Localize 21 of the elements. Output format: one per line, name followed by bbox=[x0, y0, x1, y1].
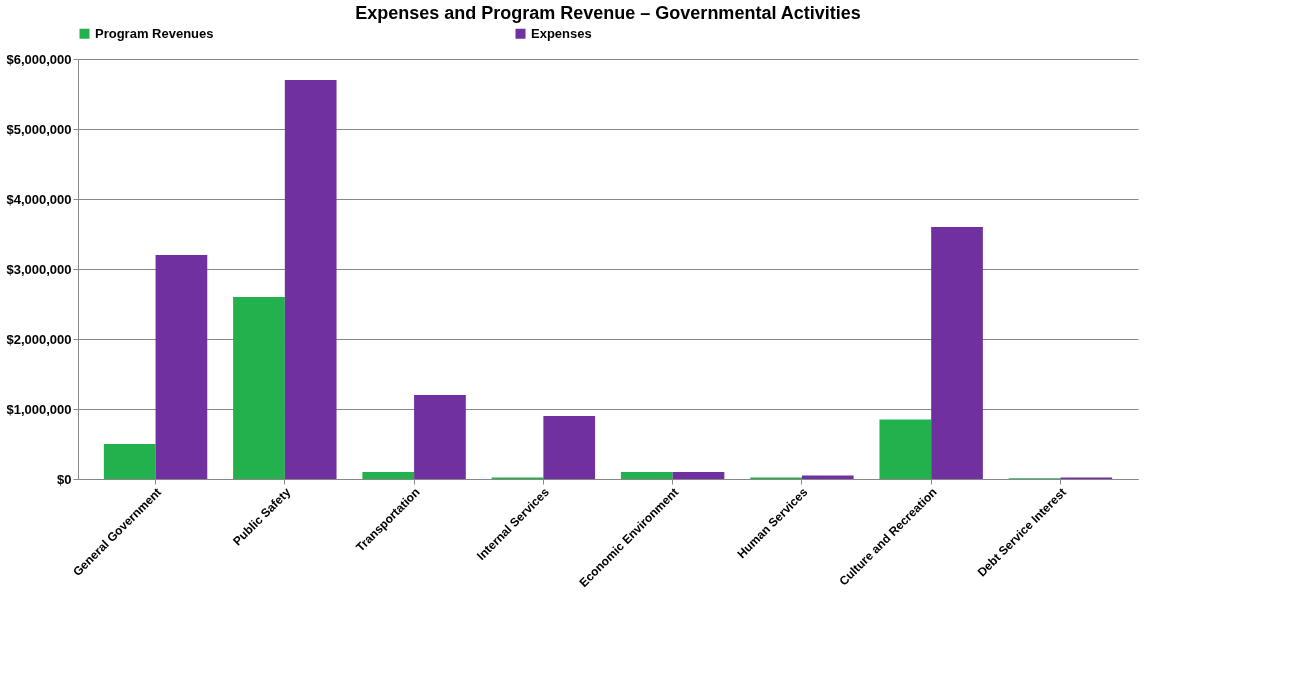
legend-label: Expenses bbox=[531, 25, 592, 41]
y-tick-label: $0 bbox=[57, 471, 72, 487]
y-tick-label: $5,000,000 bbox=[6, 121, 72, 137]
bar bbox=[284, 80, 337, 479]
bar bbox=[233, 297, 285, 479]
bar bbox=[879, 419, 932, 479]
y-tick-label: $2,000,000 bbox=[6, 331, 72, 347]
legend-label: Program Revenues bbox=[95, 25, 214, 41]
y-tick-label: $6,000,000 bbox=[6, 51, 72, 67]
bar bbox=[155, 255, 208, 479]
bar bbox=[931, 227, 983, 479]
y-tick-label: $1,000,000 bbox=[6, 401, 72, 417]
bar bbox=[543, 416, 596, 479]
y-tick-label: $4,000,000 bbox=[6, 191, 72, 207]
bar bbox=[103, 444, 156, 479]
bar bbox=[620, 472, 673, 479]
y-tick-label: $3,000,000 bbox=[6, 261, 72, 277]
chart-title: Expenses and Program Revenue – Governmental Activities bbox=[355, 3, 861, 23]
bar bbox=[672, 472, 725, 479]
bar bbox=[414, 395, 466, 479]
bar bbox=[362, 472, 415, 479]
